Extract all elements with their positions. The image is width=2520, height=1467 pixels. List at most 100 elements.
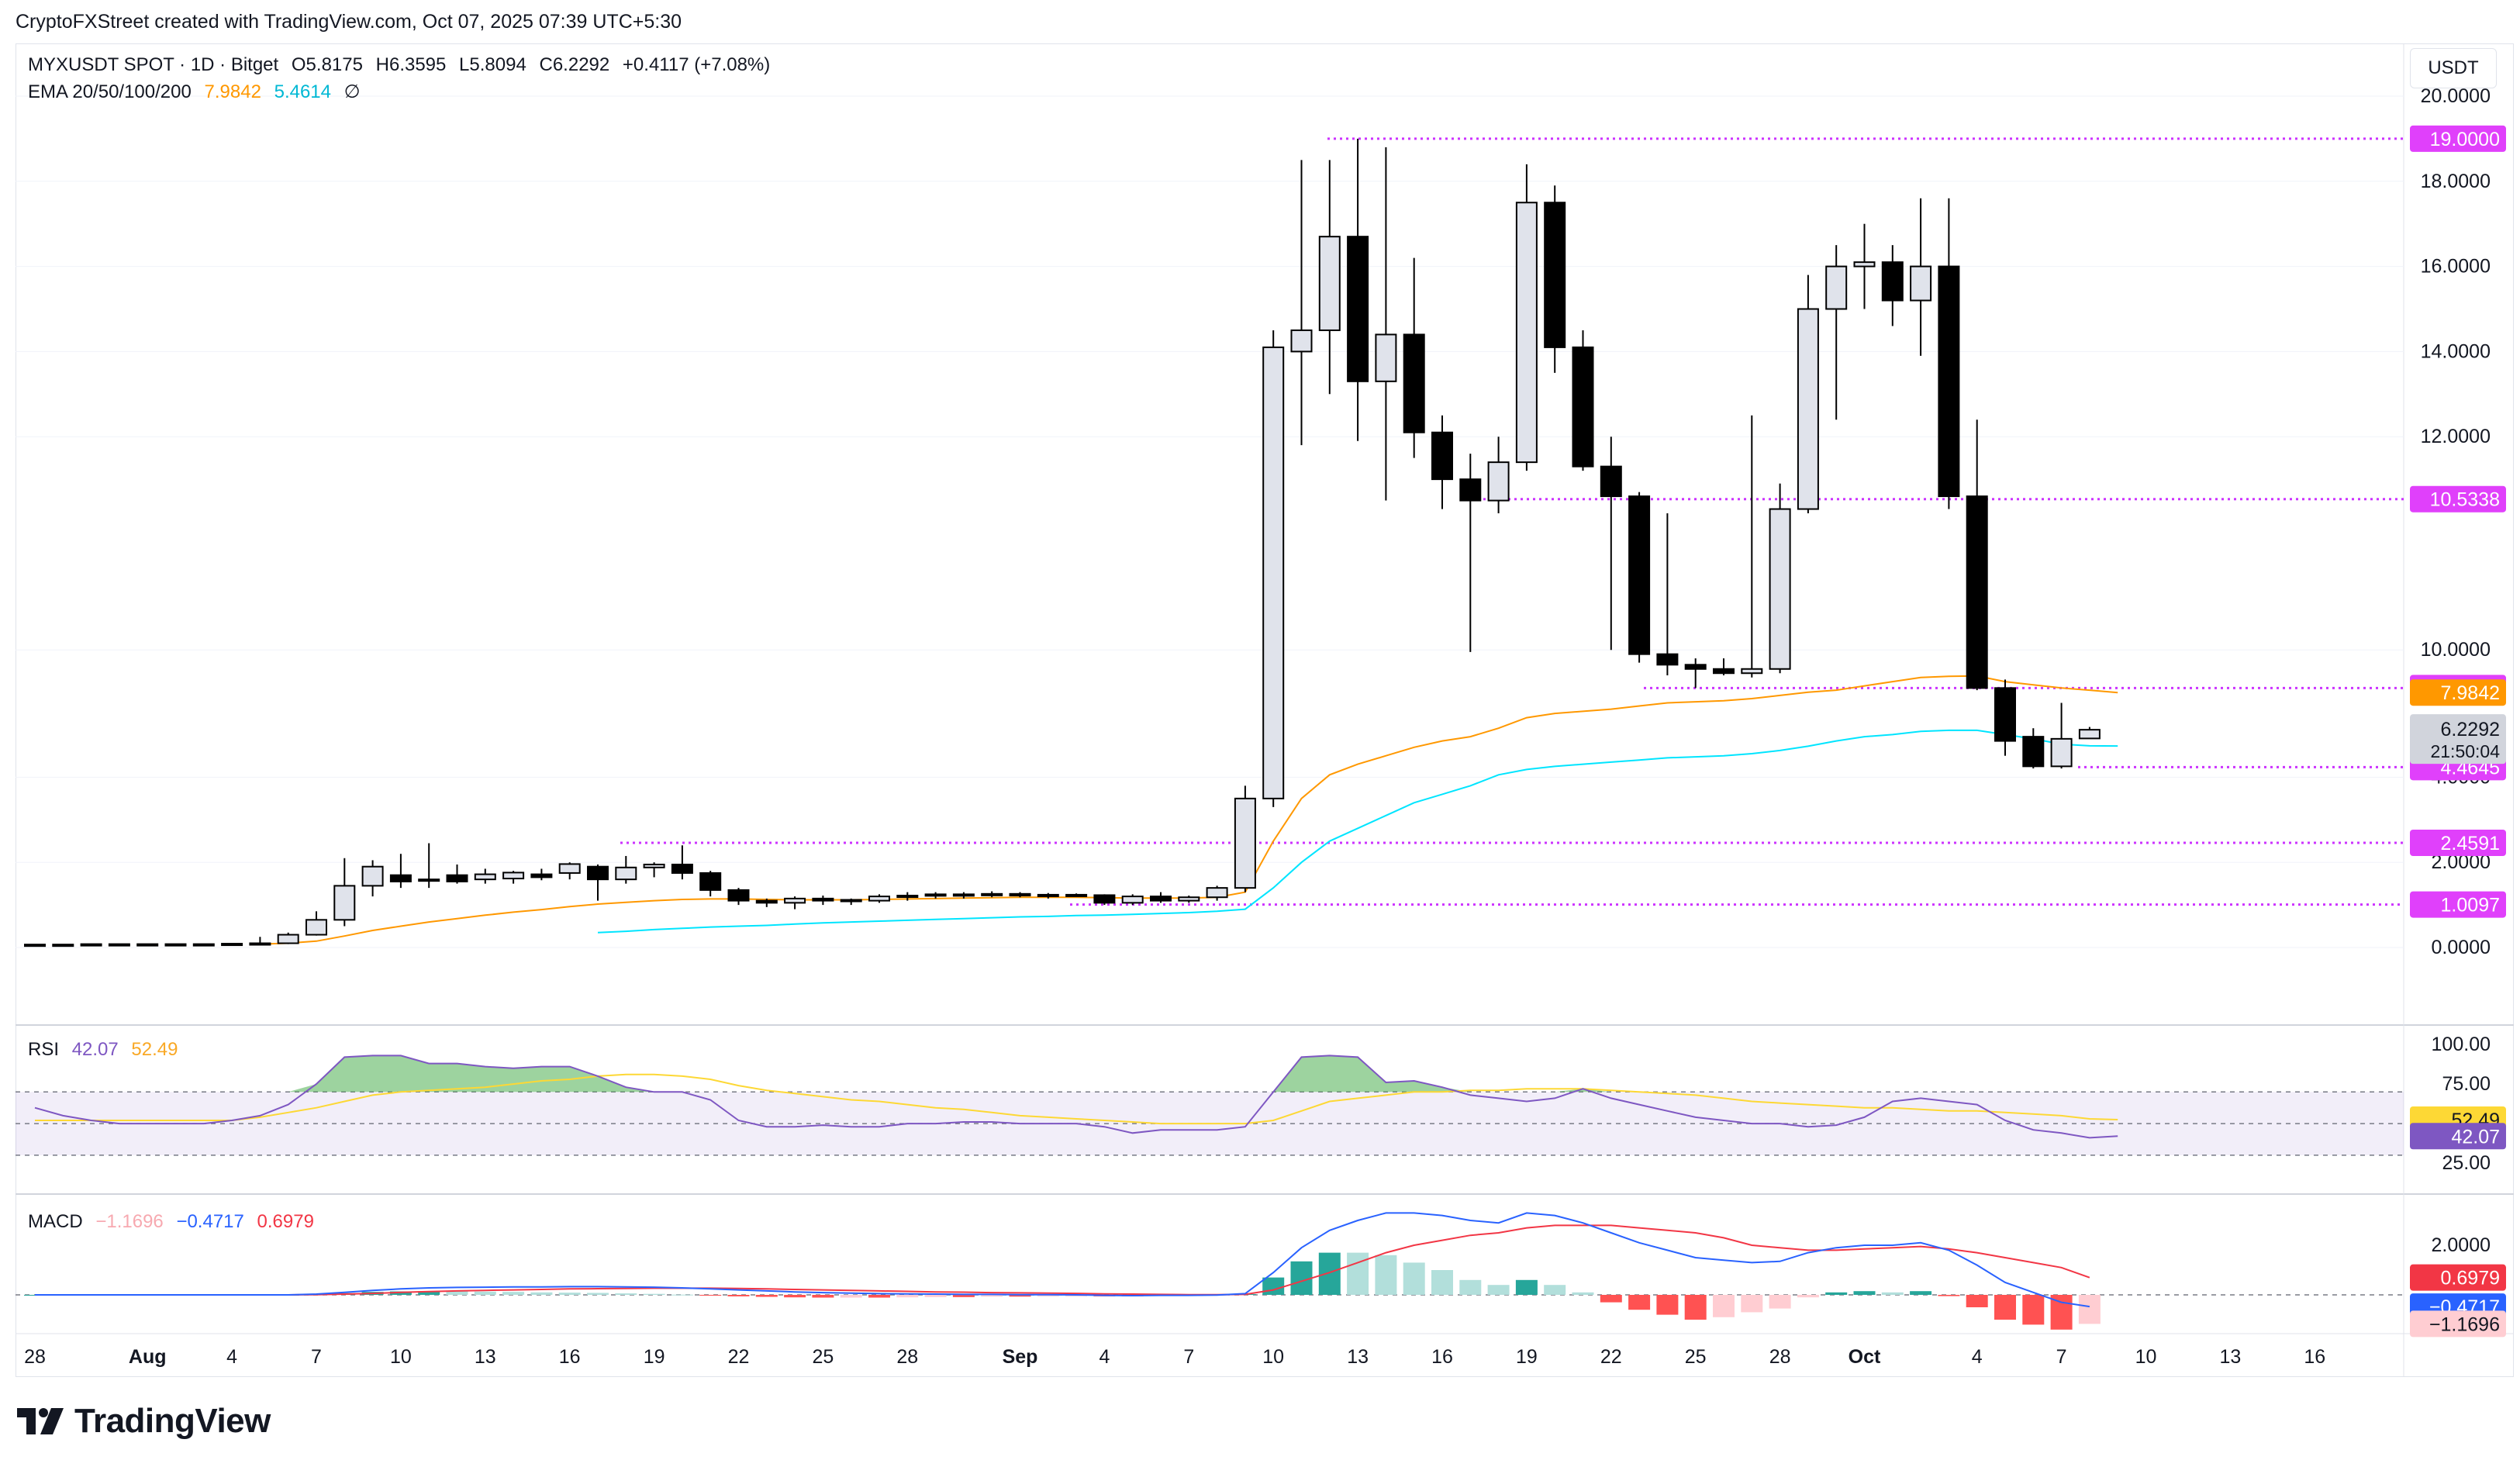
macd-histogram-bar <box>1797 1295 1819 1298</box>
ema-value-orange: 7.9842 <box>204 81 261 102</box>
candle-down <box>952 893 975 897</box>
candle-down <box>671 863 693 874</box>
candle-up <box>981 892 1003 896</box>
candle-up <box>418 878 440 882</box>
macd-hist-legend-value: −1.1696 <box>95 1211 164 1232</box>
header-credit: CryptoFXStreet created with TradingView.… <box>16 11 682 33</box>
macd-histogram-bar <box>643 1293 665 1295</box>
time-tick-label: 16 <box>1431 1346 1453 1368</box>
macd-histogram-bar <box>1628 1295 1651 1310</box>
macd-histogram-bar <box>1037 1295 1059 1296</box>
time-tick-label: 4 <box>1099 1346 1110 1368</box>
macd-histogram-bar <box>1684 1295 1707 1320</box>
time-tick-label: Sep <box>1003 1346 1038 1368</box>
rsi-legend-value: 42.07 <box>71 1039 119 1060</box>
countdown-label: 21:50:04 <box>2430 741 2500 761</box>
price-tick-label: 20.0000 <box>2421 85 2491 107</box>
level-price-tag <box>2410 485 2506 513</box>
candle-up <box>502 872 525 880</box>
tradingview-logo-icon <box>17 1408 64 1434</box>
time-tick-label: 16 <box>559 1346 581 1368</box>
macd-tick-label: 2.0000 <box>2432 1234 2491 1256</box>
macd-histogram-bar <box>1741 1295 1763 1313</box>
macd-histogram-bar <box>840 1295 862 1298</box>
candle-up <box>2050 737 2073 768</box>
level-price-label: 19.0000 <box>2430 129 2500 150</box>
candle-down <box>1628 495 1651 655</box>
ema-value-empty: ∅ <box>343 81 361 102</box>
price-tick-label: 12.0000 <box>2421 426 2491 447</box>
candle-up <box>896 895 919 899</box>
rsi-tick-label: 100.00 <box>2432 1034 2491 1055</box>
macd-value-label: 0.6979 <box>2441 1268 2500 1289</box>
time-tick-label: 4 <box>1972 1346 1983 1368</box>
macd-histogram-bar <box>727 1295 750 1296</box>
low-value: 5.8094 <box>469 54 526 75</box>
macd-histogram-bar <box>446 1291 468 1295</box>
time-tick-label: 7 <box>311 1346 322 1368</box>
time-tick-label: Aug <box>129 1346 167 1368</box>
macd-histogram-bar <box>1769 1295 1791 1309</box>
tradingview-logo[interactable]: TradingView <box>17 1402 271 1441</box>
ema-cyan-line <box>597 729 2118 934</box>
candle-up <box>361 865 384 887</box>
macd-histogram-bar <box>1009 1295 1031 1297</box>
ema-orange-price-label: 7.9842 <box>2441 682 2500 704</box>
candle-up <box>249 942 271 946</box>
macd-value-label: −1.1696 <box>2429 1313 2500 1335</box>
candle-down <box>1009 892 1031 897</box>
candle-up <box>277 934 299 944</box>
macd-histogram-bar <box>868 1295 890 1298</box>
time-tick-label: 16 <box>2304 1346 2325 1368</box>
candle-down <box>1572 346 1594 468</box>
symbol-name[interactable]: MYXUSDT SPOT · 1D · Bitget <box>28 54 279 75</box>
candle-up <box>1797 308 1819 510</box>
macd-title[interactable]: MACD <box>28 1211 83 1232</box>
time-tick-label: Oct <box>1849 1346 1881 1368</box>
ema-value-cyan: 5.4614 <box>274 81 331 102</box>
price-tick-label: 14.0000 <box>2421 340 2491 362</box>
candle-up <box>1178 896 1200 902</box>
candle-up <box>558 863 581 874</box>
macd-histogram-bar <box>1994 1295 2016 1320</box>
chart-frame[interactable] <box>16 43 2514 1377</box>
candle-up <box>643 863 665 868</box>
time-tick-label: 28 <box>896 1346 918 1368</box>
macd-histogram-bar <box>1572 1292 1594 1295</box>
macd-histogram-bar <box>2022 1295 2045 1325</box>
candle-down <box>1065 893 1088 897</box>
candle-up <box>1741 668 1763 675</box>
macd-histogram-bar <box>1375 1255 1397 1295</box>
rsi-overbought-fill <box>1555 1089 1611 1092</box>
tradingview-logo-text: TradingView <box>74 1402 271 1440</box>
macd-histogram-bar <box>1403 1262 1425 1295</box>
macd-histogram-bar <box>2050 1295 2073 1330</box>
time-tick-label: 25 <box>812 1346 834 1368</box>
candle-down <box>1881 261 1904 302</box>
candle-up <box>80 943 102 947</box>
rsi-overbought-fill <box>288 1055 654 1092</box>
candle-up <box>1910 265 1932 302</box>
macd-histogram-bar <box>1938 1295 1960 1296</box>
candle-down <box>812 897 834 902</box>
candle-down <box>1966 495 1988 689</box>
candle-up <box>1290 329 1313 353</box>
macd-line-legend-value: −0.4717 <box>176 1211 244 1232</box>
candle-up <box>615 866 637 881</box>
candle-up <box>1487 461 1510 502</box>
macd-histogram-bar <box>924 1295 947 1297</box>
candle-down <box>1994 687 2016 742</box>
macd-histogram-bar <box>1487 1285 1510 1295</box>
high-value: 6.3595 <box>388 54 447 75</box>
open-value: 5.8175 <box>306 54 363 75</box>
candle-down <box>164 943 187 947</box>
candle-up <box>1375 333 1397 382</box>
macd-histogram-bar <box>812 1295 834 1298</box>
level-price-label: 10.5338 <box>2430 489 2500 511</box>
rsi-title[interactable]: RSI <box>28 1039 60 1060</box>
ema-label[interactable]: EMA 20/50/100/200 <box>28 81 192 102</box>
time-tick-label: 22 <box>728 1346 750 1368</box>
time-tick-label: 25 <box>1685 1346 1707 1368</box>
currency-button[interactable]: USDT <box>2410 48 2497 88</box>
